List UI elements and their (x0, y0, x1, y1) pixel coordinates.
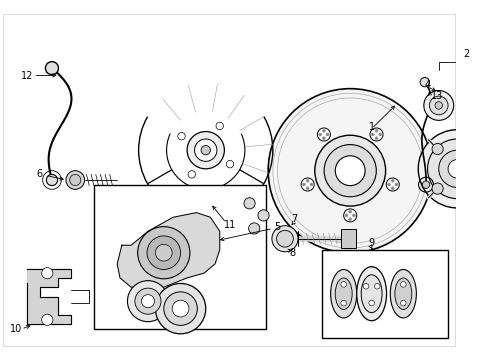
Bar (94, 185, 266, 329)
Text: 7: 7 (291, 214, 297, 224)
Circle shape (447, 159, 466, 178)
Ellipse shape (394, 278, 411, 310)
Text: 5: 5 (273, 222, 280, 231)
Circle shape (428, 96, 447, 115)
Circle shape (431, 183, 442, 194)
Circle shape (348, 218, 351, 221)
Circle shape (324, 145, 376, 197)
Circle shape (201, 145, 210, 155)
Circle shape (390, 179, 393, 182)
Circle shape (374, 137, 377, 140)
Text: 10: 10 (10, 324, 22, 334)
Circle shape (178, 132, 185, 140)
Circle shape (322, 137, 325, 140)
Text: 1: 1 (368, 122, 374, 132)
Circle shape (423, 90, 453, 120)
Circle shape (267, 89, 431, 253)
Circle shape (343, 209, 356, 222)
Bar (322, 250, 447, 338)
Circle shape (335, 156, 365, 186)
Circle shape (188, 171, 195, 178)
Circle shape (45, 62, 59, 75)
Circle shape (325, 133, 328, 136)
Circle shape (302, 183, 305, 186)
Circle shape (386, 178, 399, 191)
Circle shape (314, 135, 385, 206)
Text: 11: 11 (224, 220, 236, 230)
Circle shape (271, 226, 297, 252)
Circle shape (226, 161, 233, 168)
Circle shape (163, 292, 197, 325)
Circle shape (147, 236, 180, 270)
Text: 2: 2 (463, 49, 469, 59)
Circle shape (368, 300, 374, 306)
Text: 13: 13 (430, 91, 443, 101)
Circle shape (431, 143, 442, 155)
Circle shape (417, 130, 488, 208)
Circle shape (244, 198, 255, 209)
Circle shape (340, 300, 346, 306)
Circle shape (419, 77, 428, 87)
Circle shape (400, 300, 406, 306)
Circle shape (127, 281, 168, 322)
Circle shape (305, 179, 308, 182)
Circle shape (141, 294, 154, 308)
Circle shape (317, 128, 330, 141)
Circle shape (352, 214, 355, 217)
Circle shape (345, 214, 347, 217)
Circle shape (390, 187, 393, 190)
Text: 9: 9 (368, 238, 374, 248)
Ellipse shape (330, 270, 356, 318)
Circle shape (257, 210, 268, 221)
Polygon shape (27, 269, 70, 324)
Circle shape (363, 283, 368, 289)
Circle shape (438, 150, 475, 188)
Circle shape (46, 174, 58, 186)
Circle shape (194, 139, 217, 161)
Circle shape (172, 300, 188, 317)
Ellipse shape (356, 267, 386, 321)
Circle shape (305, 187, 308, 190)
Bar (340, 229, 355, 248)
Ellipse shape (361, 275, 381, 312)
Circle shape (155, 244, 172, 261)
Circle shape (41, 267, 53, 279)
Circle shape (138, 226, 189, 279)
Text: 8: 8 (289, 248, 295, 258)
Circle shape (318, 133, 321, 136)
Text: 12: 12 (21, 71, 34, 81)
Text: 6: 6 (36, 170, 42, 179)
Circle shape (369, 128, 382, 141)
Circle shape (187, 131, 224, 169)
Circle shape (276, 230, 293, 247)
Circle shape (387, 183, 389, 186)
Polygon shape (117, 213, 219, 287)
Ellipse shape (389, 270, 415, 318)
Circle shape (400, 282, 406, 287)
Circle shape (216, 122, 223, 130)
Circle shape (394, 183, 397, 186)
Circle shape (348, 210, 351, 213)
Circle shape (66, 171, 84, 189)
Circle shape (340, 282, 346, 287)
Circle shape (427, 139, 486, 199)
Circle shape (41, 314, 53, 325)
Circle shape (422, 181, 429, 188)
Circle shape (301, 178, 313, 191)
Circle shape (434, 102, 442, 109)
Circle shape (374, 129, 377, 132)
Circle shape (135, 288, 161, 314)
Circle shape (370, 133, 373, 136)
Circle shape (155, 283, 205, 334)
Circle shape (374, 283, 379, 289)
Text: 4: 4 (424, 80, 430, 90)
Circle shape (309, 183, 312, 186)
Circle shape (322, 129, 325, 132)
Ellipse shape (334, 278, 351, 310)
Circle shape (69, 174, 81, 186)
Circle shape (470, 143, 482, 155)
Circle shape (378, 133, 381, 136)
Circle shape (470, 183, 482, 194)
Circle shape (248, 223, 259, 234)
